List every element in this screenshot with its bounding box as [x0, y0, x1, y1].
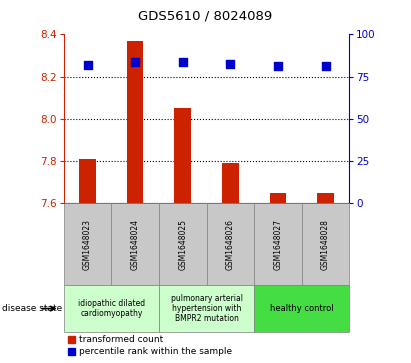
Point	[275, 63, 281, 69]
Point	[322, 63, 329, 69]
Text: GSM1648027: GSM1648027	[273, 219, 282, 270]
Bar	[127, 41, 143, 203]
Bar	[174, 108, 191, 203]
Bar	[222, 163, 239, 203]
Text: idiopathic dilated
cardiomyopathy: idiopathic dilated cardiomyopathy	[78, 299, 145, 318]
Text: GSM1648025: GSM1648025	[178, 219, 187, 270]
Point	[84, 62, 91, 68]
Text: healthy control: healthy control	[270, 304, 334, 313]
Bar	[270, 193, 286, 203]
Text: disease state: disease state	[2, 304, 62, 313]
Bar	[317, 193, 334, 203]
Point	[132, 60, 139, 65]
Text: transformed count: transformed count	[79, 335, 164, 344]
Text: percentile rank within the sample: percentile rank within the sample	[79, 347, 233, 356]
Bar	[79, 159, 96, 203]
Text: GSM1648028: GSM1648028	[321, 219, 330, 270]
Text: pulmonary arterial
hypertension with
BMPR2 mutation: pulmonary arterial hypertension with BMP…	[171, 294, 242, 323]
Point	[180, 60, 186, 65]
Text: GDS5610 / 8024089: GDS5610 / 8024089	[139, 9, 272, 22]
Text: GSM1648026: GSM1648026	[226, 219, 235, 270]
Point	[227, 61, 233, 67]
Text: GSM1648023: GSM1648023	[83, 219, 92, 270]
Text: GSM1648024: GSM1648024	[131, 219, 140, 270]
